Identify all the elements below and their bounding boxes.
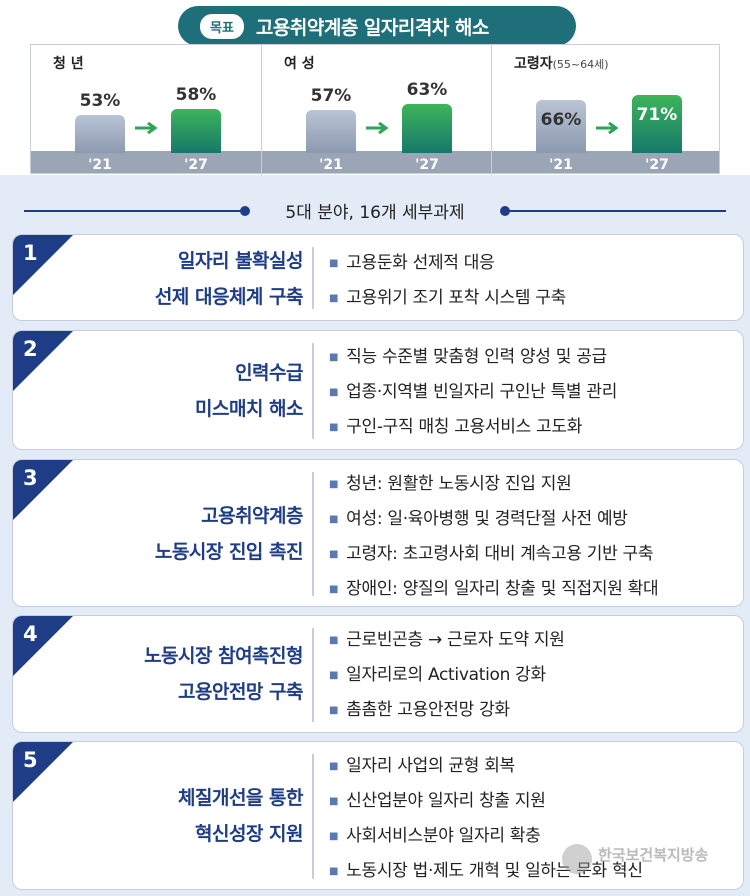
goal-panel: 목표 고용취약계층 일자리격차 해소 청 년 53% 58% '21 '27 여… (0, 0, 750, 175)
list-item: 일자리로의 Activation 강화 (329, 659, 565, 694)
bar-2027 (632, 94, 682, 153)
stat-label: 청 년 (53, 56, 84, 72)
bar-2021 (75, 114, 125, 153)
goal-tag: 목표 (200, 13, 244, 39)
list-item: 청년: 원활한 노동시장 진입 지원 (329, 468, 658, 503)
card-item-list: 직능 수준별 맞춤형 인력 양성 및 공급 업종·지역별 빈일자리 구인난 특별… (329, 341, 617, 446)
pct-2027: 63% (406, 79, 448, 100)
year-label: '27 (645, 157, 669, 173)
stat-label: 고령자(55~64세) (514, 56, 609, 72)
list-item: 고용위기 조기 포착 시스템 구축 (329, 282, 566, 317)
arrow-right-icon (596, 121, 619, 135)
stat-youth: 청 년 53% 58% '21 '27 (31, 45, 261, 175)
divider-line (504, 210, 726, 212)
year-label: '27 (415, 157, 439, 173)
divider-line (24, 210, 246, 212)
list-item: 구인-구직 매칭 고용서비스 고도화 (329, 411, 617, 446)
list-item: 장애인: 양질의 일자리 창출 및 직접지원 확대 (329, 573, 658, 606)
watermark-text: 한국보건복지방송 (598, 846, 709, 864)
card-title: 일자리 불확실성 선제 대응체계 구축 (154, 250, 304, 308)
card-divider (312, 472, 314, 596)
stat-women: 여 성 57% 63% '21 '27 (261, 45, 491, 175)
number-corner (13, 460, 73, 520)
card-item-list: 청년: 원활한 노동시장 진입 지원 여성: 일·육아병행 및 경력단절 사전 … (329, 468, 658, 606)
list-item: 직능 수준별 맞춤형 인력 양성 및 공급 (329, 341, 617, 376)
card-title: 노동시장 참여촉진형 고용안전망 구축 (144, 645, 303, 703)
list-item: 고령자: 초고령사회 대비 계속고용 기반 구축 (329, 538, 658, 573)
bar-2027 (402, 103, 452, 153)
card-item-list: 일자리 사업의 균형 회복 신산업분야 일자리 창출 지원 사회서비스분야 일자… (329, 750, 643, 889)
section-subtitle: 5대 분야, 16개 세부과제 (0, 196, 750, 226)
number-corner (13, 235, 73, 295)
list-item: 일자리 사업의 균형 회복 (329, 750, 643, 785)
card-number: 1 (23, 241, 38, 265)
pct-2027: 71% (636, 104, 678, 125)
stats-box: 청 년 53% 58% '21 '27 여 성 57% 63% '21 '27 … (30, 44, 721, 175)
arrow-right-icon (135, 121, 158, 135)
card-divider (312, 343, 314, 439)
year-strip (31, 151, 719, 173)
list-item: 여성: 일·육아병행 및 경력단절 사전 예방 (329, 503, 658, 538)
card-number: 4 (23, 622, 38, 646)
pct-2027: 58% (175, 85, 217, 106)
card-number: 2 (23, 337, 38, 361)
pct-2021: 57% (310, 86, 352, 107)
bar-2021 (306, 110, 356, 153)
year-label: '21 (549, 157, 573, 173)
bar-2021 (536, 100, 586, 153)
list-item: 촘촘한 고용안전망 강화 (329, 694, 565, 729)
goal-banner: 목표 고용취약계층 일자리격차 해소 (178, 6, 576, 46)
list-item: 사회서비스분야 일자리 확충 (329, 820, 643, 855)
card-title: 체질개선을 통한 혁신성장 지원 (178, 787, 303, 845)
stat-elderly: 고령자(55~64세) 66% 71% '21 '27 (491, 45, 721, 175)
bullet-dot (240, 206, 250, 216)
pct-2021: 53% (79, 90, 121, 111)
year-label: '21 (88, 157, 112, 173)
broadcaster-logo-icon (562, 844, 592, 874)
card-number: 3 (23, 466, 38, 490)
broadcaster-watermark: 한국보건복지방송 (560, 840, 750, 890)
number-corner (13, 616, 73, 676)
list-item: 업종·지역별 빈일자리 구인난 특별 관리 (329, 376, 617, 411)
card-number: 5 (23, 748, 38, 772)
number-corner (13, 742, 73, 802)
card-divider (312, 628, 314, 722)
card-title: 고용취약계층 노동시장 진입 촉진 (154, 505, 304, 563)
stat-label: 여 성 (284, 56, 315, 72)
card-item-list: 근로빈곤층 → 근로자 도약 지원 일자리로의 Activation 강화 촘촘… (329, 624, 565, 729)
subtitle-text: 5대 분야, 16개 세부과제 (285, 203, 465, 223)
pct-2021: 66% (540, 110, 582, 131)
year-label: '27 (184, 157, 208, 173)
number-corner (13, 331, 73, 391)
arrow-right-icon (366, 121, 389, 135)
card-divider (312, 754, 314, 879)
card-item-list: 고용둔화 선제적 대응 고용위기 조기 포착 시스템 구축 (329, 247, 566, 317)
card-title: 인력수급 미스매치 해소 (195, 362, 304, 420)
list-item: 고용둔화 선제적 대응 (329, 247, 566, 282)
list-item: 신산업분야 일자리 창출 지원 (329, 785, 643, 820)
year-label: '21 (319, 157, 343, 173)
list-item: 노동시장 법·제도 개혁 및 일하는 문화 혁신 (329, 855, 643, 889)
bar-2027 (171, 109, 221, 153)
card-divider (312, 247, 314, 309)
list-item: 근로빈곤층 → 근로자 도약 지원 (329, 624, 565, 659)
goal-title: 고용취약계층 일자리격차 해소 (255, 16, 489, 39)
